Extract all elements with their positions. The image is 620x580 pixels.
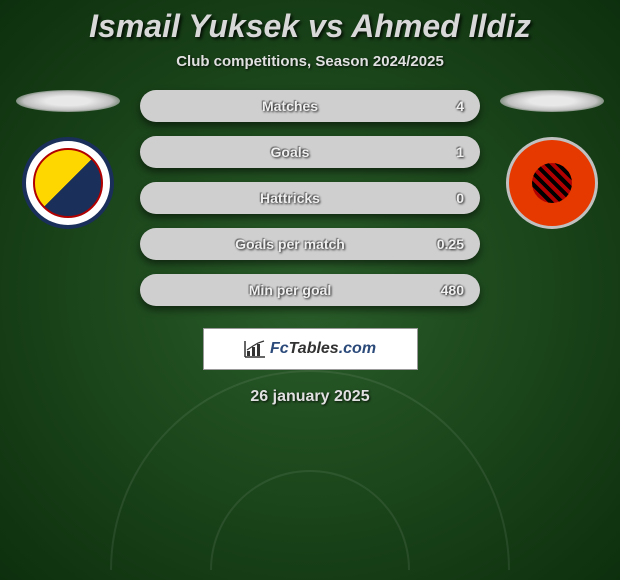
- stat-value: 1: [424, 144, 464, 160]
- stat-bar-goals: Goals 1: [140, 136, 480, 168]
- branding-fc: Fc: [270, 340, 289, 357]
- right-player-column: [500, 90, 604, 229]
- stat-label: Matches: [156, 98, 424, 114]
- stat-value: 0: [424, 190, 464, 206]
- stat-bar-min-per-goal: Min per goal 480: [140, 274, 480, 306]
- club-badge-goztepe: [506, 137, 598, 229]
- stat-label: Goals: [156, 144, 424, 160]
- left-player-column: [16, 90, 120, 229]
- page-subtitle: Club competitions, Season 2024/2025: [0, 53, 620, 70]
- player-shadow-left: [16, 90, 120, 112]
- stat-value: 4: [424, 98, 464, 114]
- page-title: Ismail Yuksek vs Ahmed Ildiz: [0, 8, 620, 45]
- stat-bar-goals-per-match: Goals per match 0.25: [140, 228, 480, 260]
- branding-com: .com: [339, 340, 376, 357]
- stat-label: Hattricks: [156, 190, 424, 206]
- date-label: 26 january 2025: [0, 388, 620, 406]
- badge-inner-right: [532, 163, 572, 203]
- player-shadow-right: [500, 90, 604, 112]
- branding-tables: Tables: [289, 340, 339, 357]
- content-container: Ismail Yuksek vs Ahmed Ildiz Club compet…: [0, 0, 620, 406]
- badge-inner-left: [33, 148, 103, 218]
- stat-bar-hattricks: Hattricks 0: [140, 182, 480, 214]
- branding-box[interactable]: FcTables.com: [203, 328, 418, 370]
- branding-text: FcTables.com: [270, 340, 376, 358]
- stat-label: Min per goal: [156, 282, 424, 298]
- chart-icon: [244, 340, 266, 358]
- main-row: Matches 4 Goals 1 Hattricks 0 Goals per …: [0, 90, 620, 306]
- stat-value: 480: [424, 282, 464, 298]
- stat-label: Goals per match: [156, 236, 424, 252]
- club-badge-fenerbahce: [22, 137, 114, 229]
- stat-bar-matches: Matches 4: [140, 90, 480, 122]
- stat-value: 0.25: [424, 236, 464, 252]
- stats-column: Matches 4 Goals 1 Hattricks 0 Goals per …: [140, 90, 480, 306]
